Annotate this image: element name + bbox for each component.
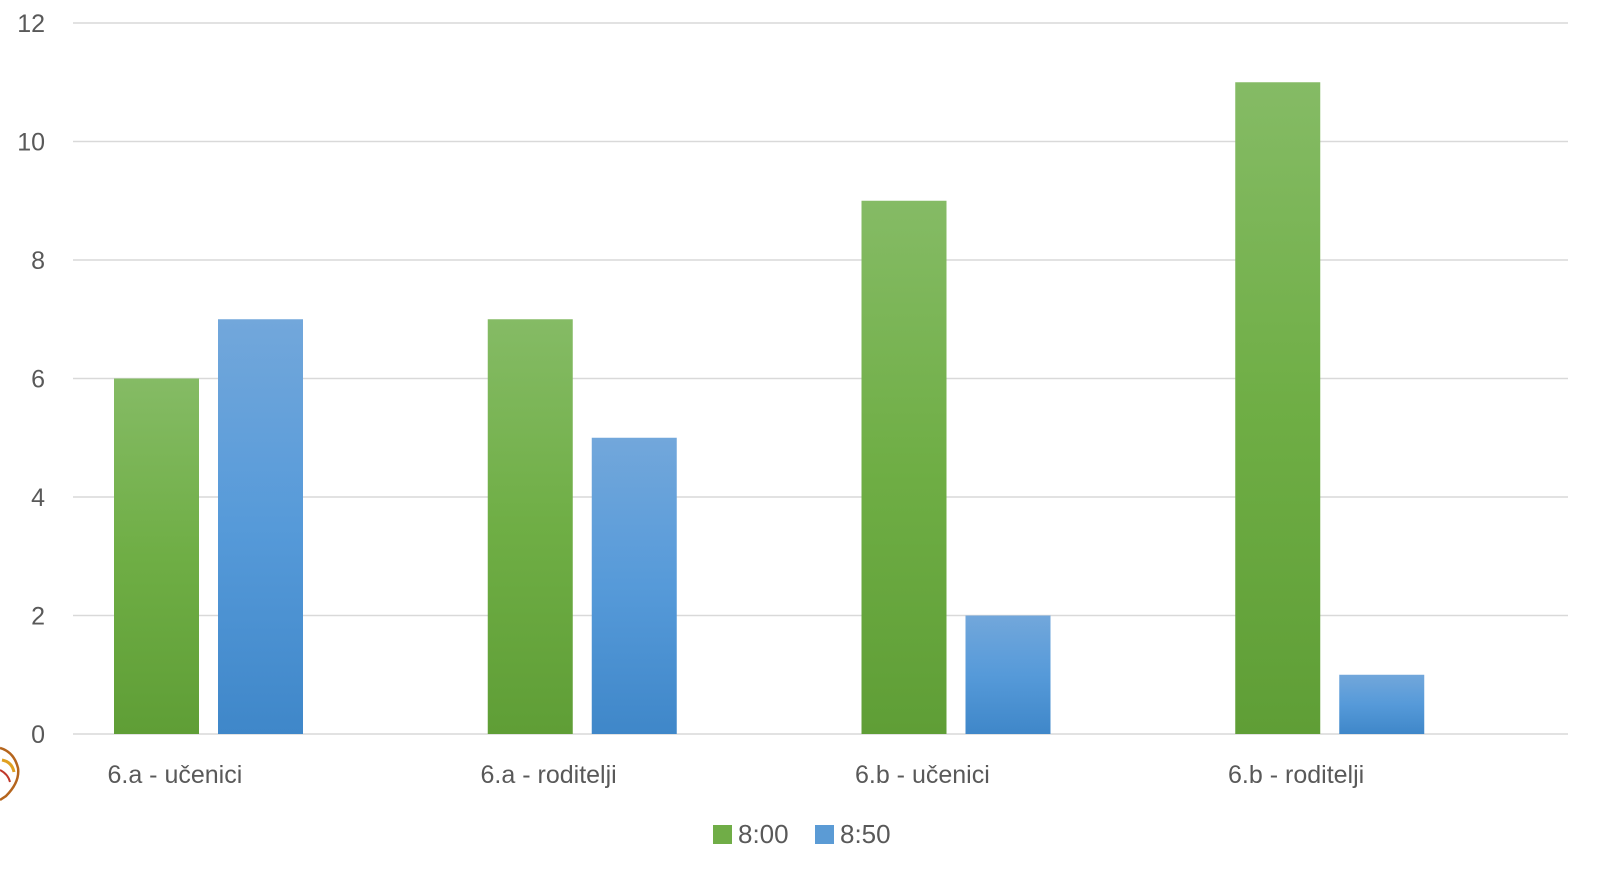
bar-series-1 [861,200,947,734]
legend-label: 8:50 [840,819,891,849]
y-tick-label: 6 [31,366,45,394]
y-tick-label: 8 [31,247,45,275]
bar-series-1 [487,319,573,734]
logo-fragment-icon [0,746,20,802]
y-tick-label: 0 [31,721,45,749]
gridlines [73,22,1568,735]
bar-series-2 [591,437,677,734]
legend-swatch [713,825,732,844]
x-axis-category-labels: 6.a - učenici 6.a - roditelji 6.b - učenic… [107,761,1364,789]
bars [114,82,1425,734]
x-category-label: 6.b - učenici [855,761,990,789]
bar-series-2 [1339,674,1425,734]
y-axis-tick-labels: 0 2 4 6 8 10 12 [17,10,45,749]
y-tick-label: 12 [17,10,45,38]
bar-series-1 [114,378,199,734]
x-category-label: 6.a - učenici [107,761,242,789]
legend-swatch [815,825,834,844]
bar-series-2 [218,319,303,734]
x-category-label: 6.b - roditelji [1228,761,1364,789]
legend: 8:00 8:50 [713,819,891,849]
x-category-label: 6.a - roditelji [481,761,617,789]
y-tick-label: 2 [31,603,45,631]
legend-label: 8:00 [738,819,789,849]
y-tick-label: 4 [31,484,45,512]
y-tick-label: 10 [17,129,45,157]
bar-series-2 [965,615,1051,734]
bar-series-1 [1235,82,1321,734]
